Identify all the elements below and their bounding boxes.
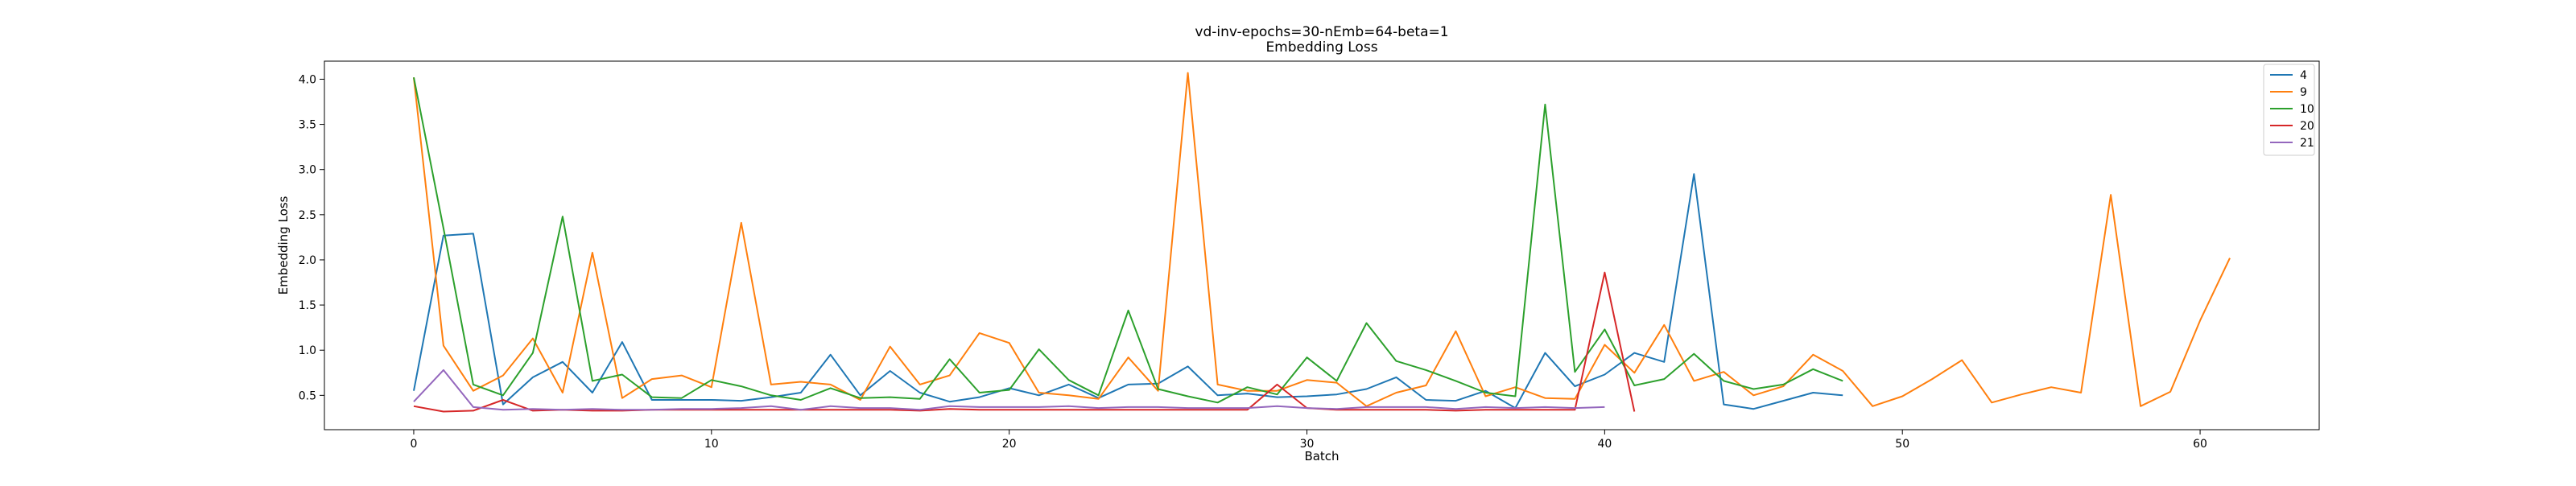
- y-tick-label: 1.0: [299, 344, 316, 357]
- y-tick-label: 3.0: [299, 164, 316, 177]
- x-tick-label: 40: [1597, 438, 1612, 451]
- legend: 4 9 10 20 21: [2263, 64, 2315, 156]
- y-tick-label: 0.5: [299, 389, 316, 402]
- legend-box: [2263, 64, 2315, 156]
- y-tick-label: 4.0: [299, 73, 316, 86]
- legend-label-9: 9: [2300, 86, 2307, 99]
- series-line-10: [413, 77, 1843, 404]
- y-tick-label: 2.0: [299, 254, 316, 267]
- x-tick-label: 50: [1895, 438, 1909, 451]
- y-tick-label: 2.5: [299, 209, 316, 222]
- x-tick-label: 0: [410, 438, 417, 451]
- plot-area-frame: [324, 60, 2320, 430]
- y-tick-label: 1.5: [299, 299, 316, 312]
- plot-lines: [413, 72, 2231, 413]
- series-line-21: [413, 369, 1605, 411]
- y-tick-label: 3.5: [299, 119, 316, 132]
- series-line-9: [413, 72, 2231, 407]
- legend-label-21: 21: [2300, 137, 2314, 150]
- chart-subtitle: Embedding Loss: [1265, 39, 1377, 56]
- x-tick-label: 30: [1300, 438, 1315, 451]
- series-line-20: [413, 271, 1636, 413]
- x-tick-label: 10: [704, 438, 719, 451]
- x-tick-label: 60: [2193, 438, 2207, 451]
- chart-title: vd-inv-epochs=30-nEmb=64-beta=1: [1195, 24, 1448, 40]
- x-tick-label: 20: [1002, 438, 1017, 451]
- axis-ticks: 0 10 20 30 40 50 60 0.5 1.0 1.5 2.0 2.5 3.0 3.5 4.0: [299, 73, 2207, 451]
- series-line-4: [413, 173, 1843, 410]
- legend-label-20: 20: [2300, 120, 2314, 133]
- x-axis-label: Batch: [1304, 449, 1339, 463]
- legend-label-10: 10: [2300, 103, 2314, 116]
- legend-label-4: 4: [2300, 69, 2307, 82]
- y-axis-label: Embedding Loss: [276, 196, 291, 294]
